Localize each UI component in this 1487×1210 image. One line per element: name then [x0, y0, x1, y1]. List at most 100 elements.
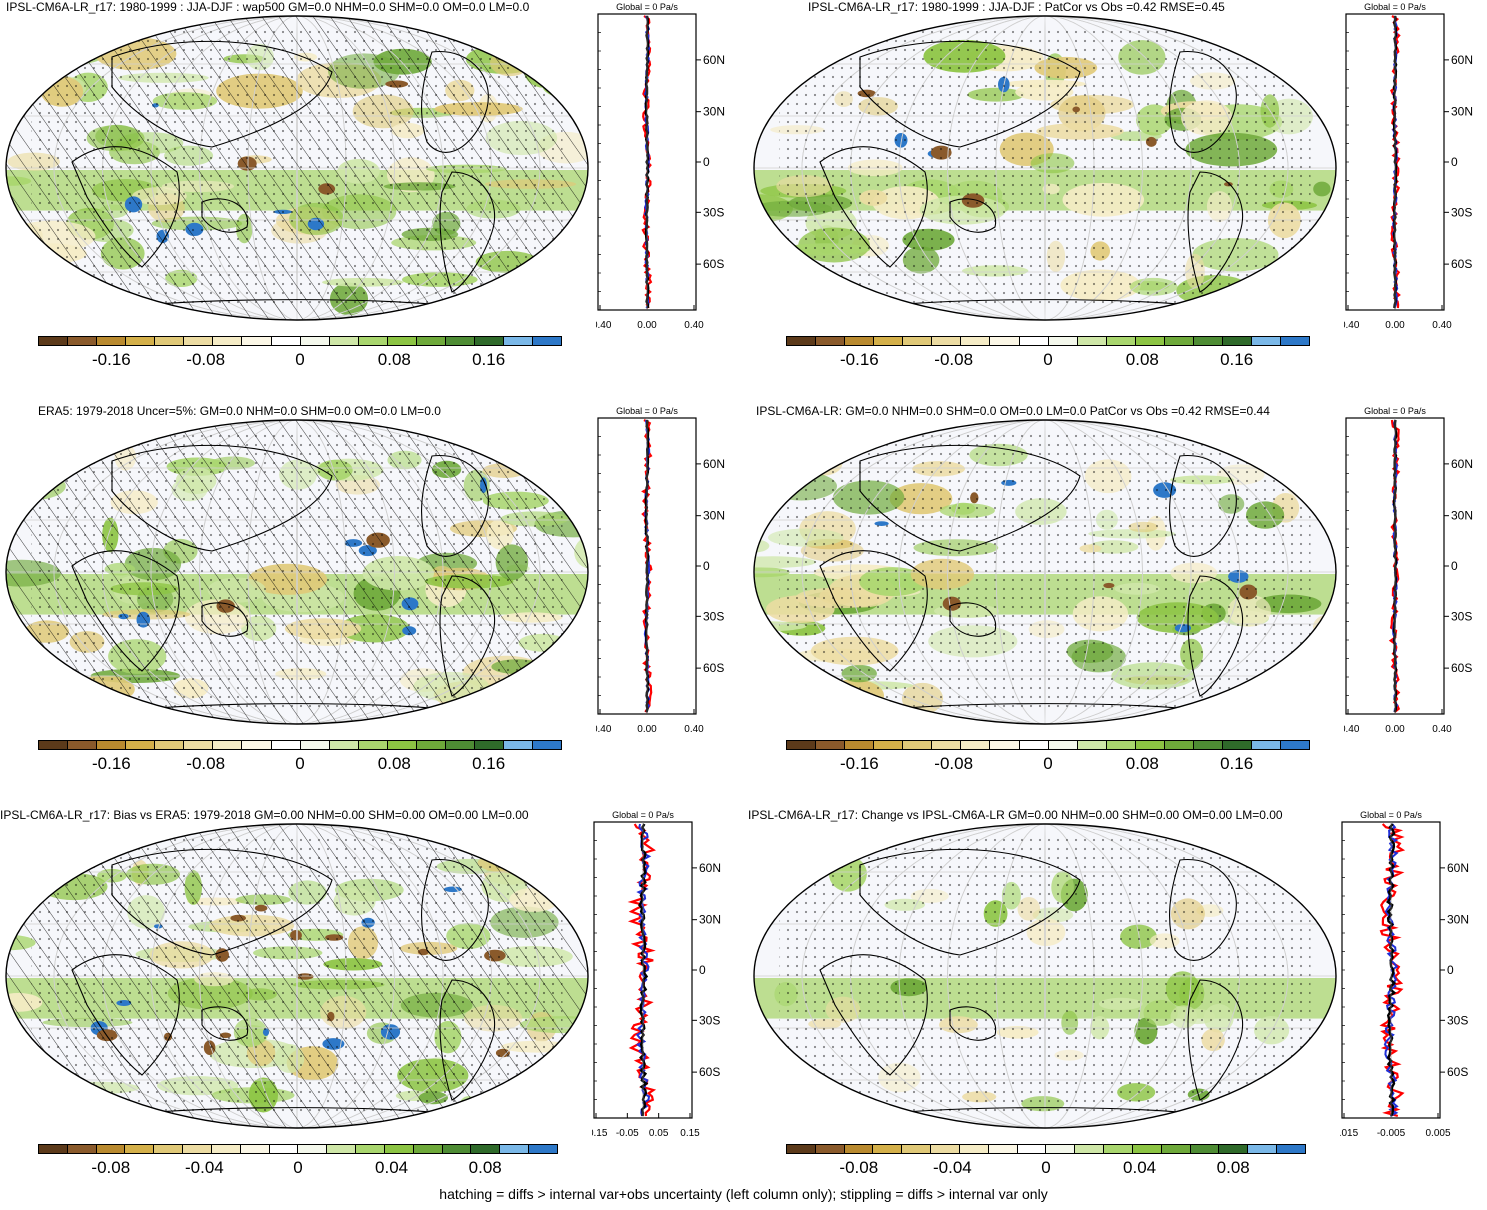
- colorbar-swatch: [816, 741, 846, 749]
- profile-ytick-label: 0: [1447, 963, 1454, 977]
- colorbar-tick-label: -0.16: [91, 350, 131, 369]
- field-blob: [1307, 259, 1324, 286]
- field-blob: [1313, 467, 1336, 499]
- colorbar: [38, 1144, 558, 1154]
- colorbar-swatch: [356, 1145, 385, 1153]
- coastline: [949, 198, 997, 233]
- colorbar-swatch: [271, 741, 301, 749]
- coastline: [111, 848, 333, 956]
- profile-ytick-label: 30N: [1451, 105, 1473, 119]
- colorbar-tick-label: -0.08: [186, 350, 226, 369]
- profile-ytick-label: 30N: [1451, 509, 1473, 523]
- map-field: [5, 823, 589, 1129]
- profile-ytick-label: 30S: [1451, 205, 1472, 219]
- colorbar-swatch: [874, 337, 904, 345]
- hatching: [6, 824, 588, 1128]
- coastline: [71, 954, 180, 1076]
- field-blob: [542, 1084, 588, 1094]
- profile-xtick-label: 0.00: [1385, 320, 1405, 331]
- colorbar-tick-label: 0.08: [1216, 1158, 1250, 1177]
- colorbar: [38, 336, 562, 346]
- colorbar-swatch: [387, 741, 417, 749]
- map-panel: IPSL-CM6A-LR_r17: 1980-1999 : JJA-DJF : …: [0, 0, 740, 396]
- colorbar-swatch: [1281, 741, 1310, 749]
- colorbar-swatch: [240, 1145, 270, 1153]
- field-blob: [6, 682, 56, 713]
- field-blob: [1278, 269, 1310, 299]
- colorbar-tick-label: -0.08: [186, 754, 226, 773]
- field-blob: [70, 287, 125, 305]
- colorbar-swatch: [529, 1145, 557, 1153]
- colorbar-swatch: [442, 1145, 472, 1153]
- colorbar-tick-label: 0: [293, 1158, 303, 1177]
- profile-xtick-label: 0.00: [1385, 724, 1405, 735]
- colorbar-swatch: [445, 337, 475, 345]
- colorbar-swatch: [844, 1145, 874, 1153]
- colorbar-swatch: [1019, 337, 1049, 345]
- profile-ytick-label: 30N: [703, 105, 725, 119]
- colorbar-tick-label: 0: [1041, 1158, 1051, 1177]
- colorbar-swatch: [932, 741, 962, 749]
- profile-ytick-label: 0: [703, 559, 710, 573]
- colorbar-swatch: [269, 1145, 299, 1153]
- coastline: [71, 550, 180, 672]
- map-panel: IPSL-CM6A-LR_r17: Bias vs ERA5: 1979-201…: [0, 808, 740, 1204]
- colorbar-swatch: [184, 337, 214, 345]
- colorbar-swatch: [533, 337, 562, 345]
- profile-xtick-label: -0.05: [616, 1128, 639, 1139]
- coastline: [1169, 455, 1237, 557]
- coastline: [201, 602, 249, 637]
- colorbar-swatch: [1104, 1145, 1133, 1153]
- colorbar-swatch: [1048, 337, 1078, 345]
- colorbar-swatch: [815, 1145, 845, 1153]
- colorbar-tick-label: -0.16: [91, 754, 131, 773]
- coastline: [949, 1006, 997, 1041]
- colorbar-swatch: [1019, 741, 1049, 749]
- field-blob: [31, 691, 100, 706]
- colorbar-swatch: [873, 1145, 903, 1153]
- colorbar-tick-label: 0.16: [1220, 350, 1254, 369]
- panel-title: IPSL-CM6A-LR_r17: 1980-1999 : JJA-DJF : …: [808, 0, 1225, 14]
- colorbar-swatch: [1252, 741, 1282, 749]
- colorbar-swatch: [787, 337, 817, 345]
- map-border: [5, 419, 589, 725]
- zonal-mean-profile: Global = 0 Pa/s 60N 30N 0 30S 60S -0.40 0.00 0.4…: [596, 406, 725, 735]
- colorbar-tick-label: 0.04: [375, 1158, 409, 1177]
- coastline: [111, 40, 333, 148]
- map-panel: IPSL-CM6A-LR: GM=0.0 NHM=0.0 SHM=0.0 OM=…: [748, 404, 1487, 800]
- colorbar-swatch: [1135, 337, 1165, 345]
- profile-curve-black: [1385, 823, 1397, 1117]
- coastline: [819, 954, 928, 1076]
- colorbar-swatch: [68, 741, 98, 749]
- profile-title: Global = 0 Pa/s: [1364, 406, 1426, 416]
- colorbar-swatch: [416, 337, 446, 345]
- colorbar-tick-label: 0.08: [377, 754, 411, 773]
- colorbar-swatch: [1190, 1145, 1220, 1153]
- coastline: [1169, 51, 1237, 153]
- colorbar-swatch: [500, 1145, 530, 1153]
- profile-ytick-label: 60N: [699, 861, 721, 875]
- colorbar-swatch: [961, 337, 991, 345]
- colorbar-tick-label: -0.16: [839, 350, 879, 369]
- profile-ytick-label: 0: [1451, 155, 1458, 169]
- colorbar-swatch: [184, 741, 214, 749]
- colorbar-swatch: [39, 741, 69, 749]
- coastline: [421, 51, 489, 153]
- coastline: [819, 550, 928, 672]
- colorbar-swatch: [154, 1145, 184, 1153]
- colorbar-swatch: [213, 337, 243, 345]
- coastline: [421, 859, 489, 961]
- field-blob: [573, 619, 588, 638]
- field-blob: [564, 881, 582, 907]
- colorbar-swatch: [988, 1145, 1018, 1153]
- profile-ytick-label: 60S: [1451, 661, 1472, 675]
- colorbar-swatch: [1106, 337, 1136, 345]
- profile-ytick-label: 0: [703, 155, 710, 169]
- map-field: [5, 419, 589, 725]
- colorbar-swatch: [1164, 337, 1194, 345]
- colorbar-tick-label: 0.08: [468, 1158, 502, 1177]
- colorbar-swatch: [39, 337, 69, 345]
- colorbar-tick-label: -0.08: [91, 1158, 131, 1177]
- field-blob: [64, 678, 82, 689]
- field-blob: [797, 689, 870, 701]
